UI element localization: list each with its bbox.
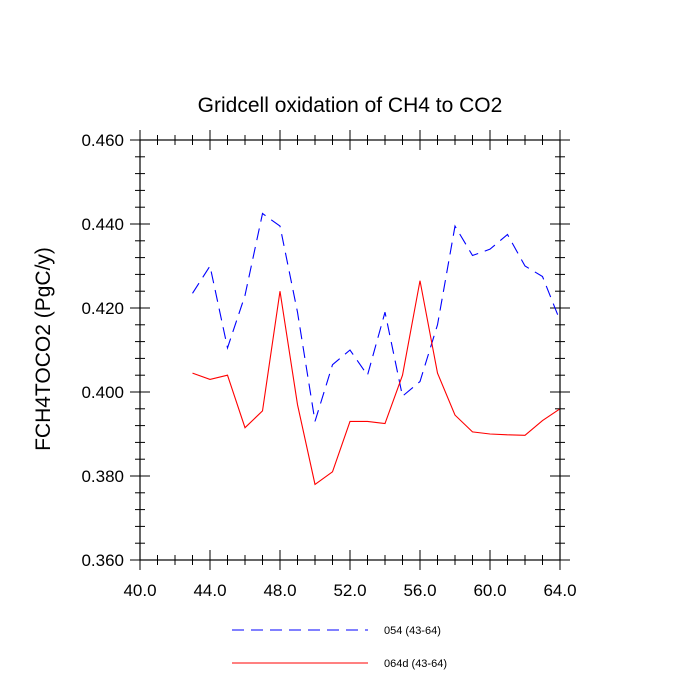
- x-tick-label: 48.0: [263, 581, 296, 600]
- x-tick-label: 44.0: [193, 581, 226, 600]
- legend-label-1: 054 (43-64): [384, 625, 441, 637]
- plot-area-frame: [139, 139, 561, 561]
- chart-title: Gridcell oxidation of CH4 to CO2: [198, 94, 503, 117]
- x-tick-label: 40.0: [123, 581, 156, 600]
- y-tick-label: 0.400: [81, 383, 124, 402]
- y-axis-label: FCH4TOCO2 (PgC/y): [32, 247, 55, 451]
- y-tick-label: 0.360: [81, 551, 124, 570]
- x-tick-label: 60.0: [473, 581, 506, 600]
- series-line-1: [192, 212, 561, 422]
- series-line-2: [192, 280, 561, 486]
- y-tick-label: 0.380: [81, 467, 124, 486]
- y-tick-label: 0.460: [81, 131, 124, 150]
- x-tick-label: 64.0: [543, 581, 576, 600]
- x-tick-label: 52.0: [333, 581, 366, 600]
- legend-label-2: 064d (43-64): [384, 658, 447, 670]
- y-tick-label: 0.440: [81, 215, 124, 234]
- y-tick-label: 0.420: [81, 299, 124, 318]
- x-tick-label: 56.0: [403, 581, 436, 600]
